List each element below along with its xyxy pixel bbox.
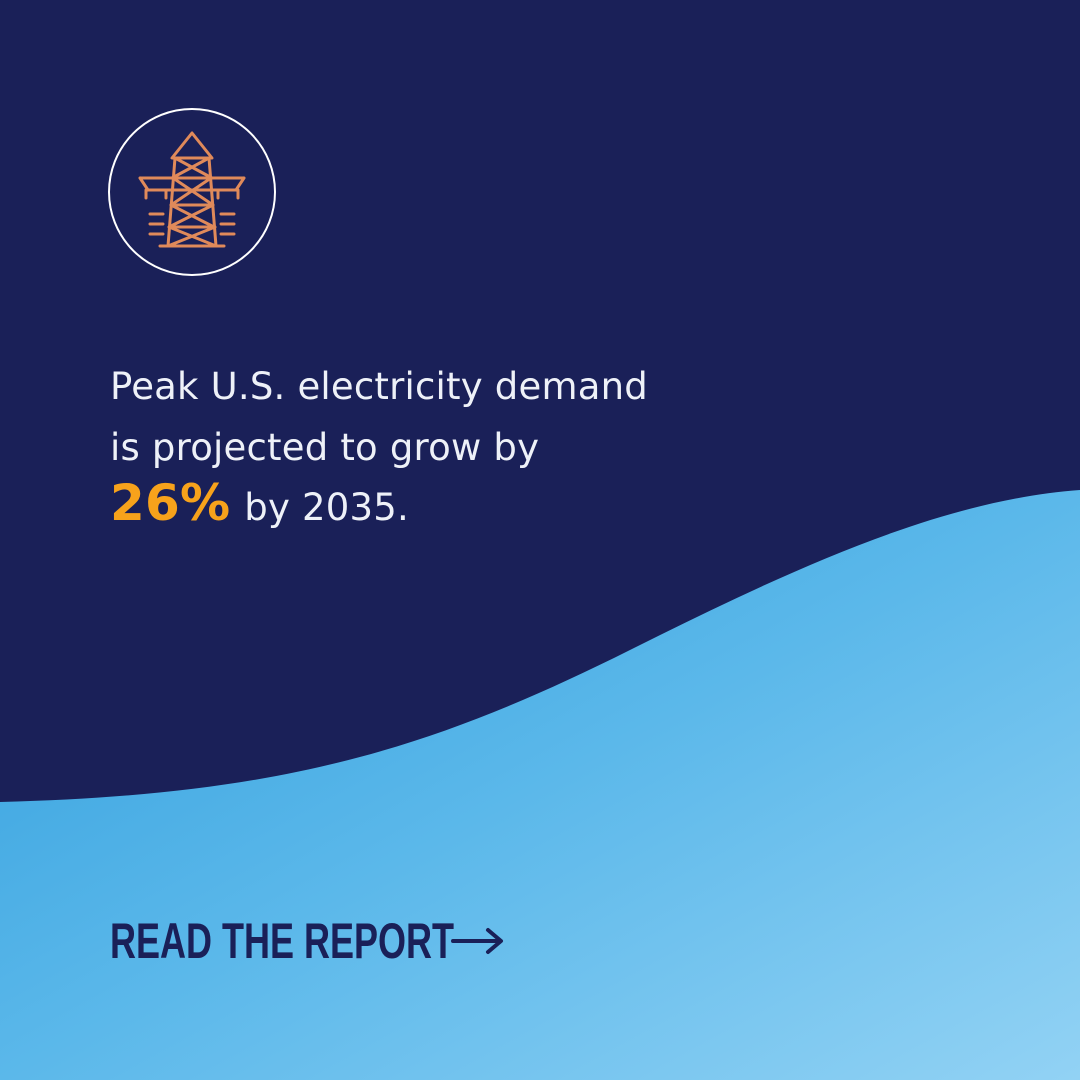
stat: 26% bbox=[110, 474, 231, 532]
cta-link[interactable]: READ THE REPORT bbox=[110, 912, 506, 970]
headline-line: Peak U.S. electricity demand bbox=[110, 365, 648, 408]
cta-arrow bbox=[451, 928, 503, 954]
headline-line: is projected to grow by bbox=[110, 426, 540, 469]
stat-suffix: by 2035. bbox=[244, 486, 409, 529]
wave bbox=[0, 490, 1080, 1080]
headline-line: 26% by 2035. bbox=[110, 474, 409, 532]
pylon-icon bbox=[138, 131, 246, 248]
icon-ring bbox=[108, 108, 276, 276]
cta-label[interactable]: READ THE REPORT bbox=[110, 913, 455, 969]
